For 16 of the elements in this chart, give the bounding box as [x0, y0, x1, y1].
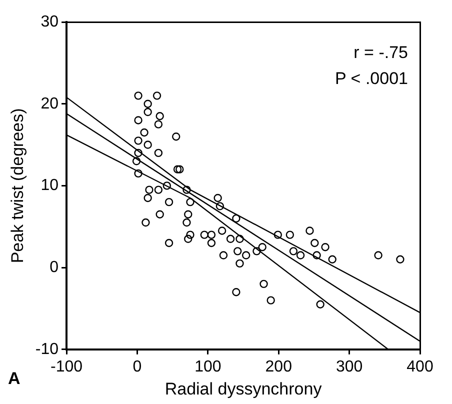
- text: A: [8, 369, 20, 388]
- x-tick-label: 400: [406, 358, 434, 376]
- x-tick-label: 100: [194, 358, 222, 376]
- x-tick-label: 0: [132, 358, 142, 376]
- x-axis-title: Radial dyssynchrony: [164, 379, 322, 398]
- y-tick-label: 30: [40, 13, 59, 30]
- annotation: P < .0001: [335, 69, 408, 88]
- y-axis-title: Peak twist (degrees): [8, 108, 27, 264]
- x-tick-label: 300: [336, 358, 363, 376]
- x-tick-label: -100: [50, 358, 83, 376]
- y-tick-label: -10: [35, 340, 59, 358]
- y-tick-label: 20: [40, 95, 59, 112]
- y-tick-label: 10: [40, 177, 59, 194]
- x-tick-label: 200: [265, 358, 292, 376]
- y-tick-label: 0: [50, 258, 59, 276]
- annotation: r = -.75: [354, 43, 408, 62]
